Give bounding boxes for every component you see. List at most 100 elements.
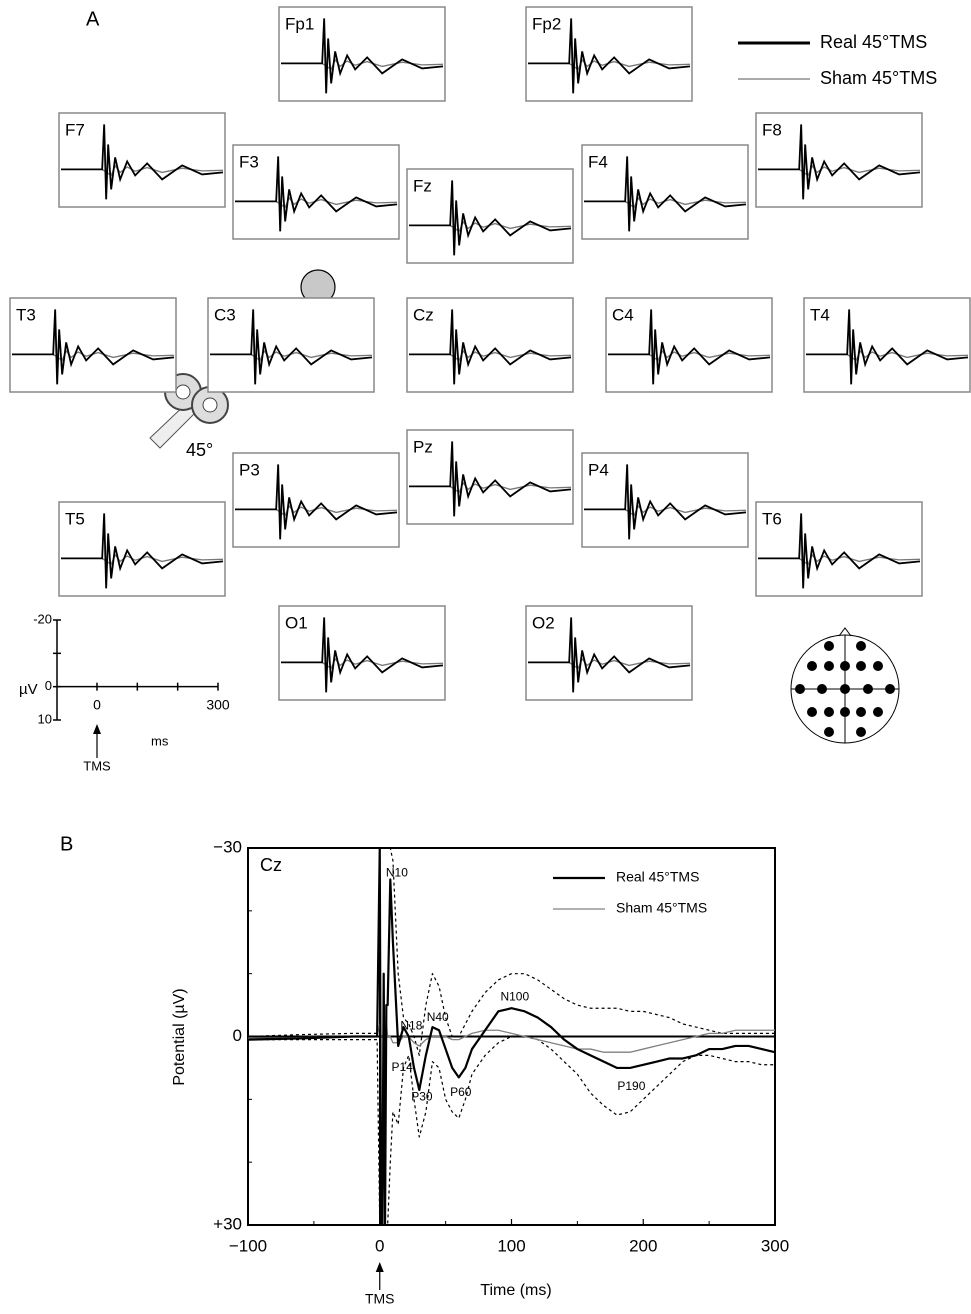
series-line [248,848,775,1225]
scale-x-unit: ms [151,733,169,748]
x-tick-label: −100 [229,1236,267,1255]
peak-annotation: N100 [500,990,529,1004]
head-diagram [790,627,900,744]
electrode-label: T3 [16,305,36,324]
electrode-box [232,144,400,240]
peak-annotation: N40 [427,1010,449,1024]
tms-marker: TMS [365,1291,395,1307]
legend-label: Sham 45°TMS [820,68,937,88]
eeg-trace-real [758,513,921,589]
electrode-label: F4 [588,152,608,171]
electrode-box [406,297,574,393]
y-tick-label: +30 [213,1214,242,1233]
electrode-label: Cz [413,305,434,324]
scale-y-tick-label: 0 [45,678,52,693]
eeg-trace-real [584,464,747,540]
panel-label: B [60,833,73,855]
electrode-label: C3 [214,305,236,324]
legend-label: Real 45°TMS [616,869,699,885]
tms-arrowhead [93,724,101,734]
peak-annotation: P190 [617,1079,645,1093]
eeg-trace-real [409,309,572,385]
eeg-trace-real [61,124,224,200]
electrode-label: C4 [612,305,634,324]
y-axis-title: Potential (µV) [171,988,188,1085]
eeg-trace-real [409,441,572,517]
electrode-box [755,501,923,597]
scale-x-tick-label: 300 [206,697,230,713]
legend-label: Sham 45°TMS [616,900,707,916]
electrode-label: O1 [285,613,308,632]
x-tick-label: 0 [375,1236,384,1255]
electrode-label: Fp2 [532,14,561,33]
range-line [248,1035,775,1225]
electrode-label: P4 [588,460,609,479]
eeg-trace-real [758,124,921,200]
peak-annotation: P14 [391,1060,413,1074]
eeg-trace-real [12,309,175,385]
electrode-label: Fz [413,176,432,195]
electrode-label: Pz [413,437,433,456]
x-tick-label: 300 [761,1236,789,1255]
electrode-box [605,297,773,393]
scale-y-unit: µV [19,681,38,698]
eeg-trace-real [235,156,398,232]
electrode-label: T4 [810,305,830,324]
electrode-label: T6 [762,509,782,528]
panel-label: A [86,8,100,30]
electrode-box [581,144,749,240]
panel-a: Real 45°TMS Sham 45°TMS Fp1 Fp2 F7 F8 F3 F4 Fz T3… [9,6,971,773]
peak-annotation: N18 [400,1019,422,1033]
x-tick-label: 200 [629,1236,657,1255]
plot-label: Cz [260,855,282,875]
eeg-trace-real [528,18,691,94]
coil-angle: 45° [186,440,213,460]
eeg-trace-real [210,309,373,385]
eeg-trace-real [281,18,444,94]
eeg-trace-real [61,513,224,589]
eeg-trace-real [528,617,691,693]
electrode-box [803,297,971,393]
electrode-box [58,501,226,597]
electrode-box [58,112,226,208]
electrode-label: F8 [762,120,782,139]
eeg-trace-real [409,180,572,256]
legend-label: Real 45°TMS [820,32,927,52]
electrode-label: Fp1 [285,14,314,33]
electrode-box [207,297,375,393]
eeg-trace-real [584,156,747,232]
peak-annotation: P30 [411,1090,433,1104]
electrode-box [406,429,574,525]
electrode-box [581,452,749,548]
electrode-box [232,452,400,548]
electrode-label: T5 [65,509,85,528]
tms-marker: TMS [83,758,111,773]
electrode-box [278,6,446,102]
peak-annotation: N10 [386,865,408,879]
electrode-label: P3 [239,460,260,479]
electrode-box [278,605,446,701]
electrode-box [755,112,923,208]
coil-icon [149,269,336,449]
x-tick-label: 100 [497,1236,525,1255]
electrode-label: F7 [65,120,85,139]
electrode-box [406,168,574,264]
electrode-box [9,297,177,393]
scale-y-tick-label: -20 [33,611,52,626]
tms-arrowhead [375,1262,384,1272]
electrode-label: O2 [532,613,555,632]
electrode-box [525,6,693,102]
y-tick-label: −30 [213,837,242,856]
plot-area [248,848,775,1225]
panel-b: −100 0 100 200 300 −30 0 +30 Real 45°TMS Sham 45°… [171,837,789,1306]
x-axis-title: Time (ms) [480,1282,551,1299]
y-tick-label: 0 [233,1026,242,1045]
electrode-label: F3 [239,152,259,171]
eeg-trace-real [235,464,398,540]
scale-y-tick-label: 10 [38,711,52,726]
peak-annotation: P60 [450,1085,472,1099]
scale-x-tick-label: 0 [93,697,101,713]
eeg-trace-real [281,617,444,693]
eeg-trace-real [608,309,771,385]
